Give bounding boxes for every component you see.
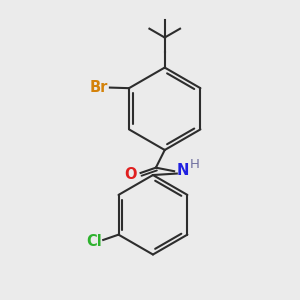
Text: Cl: Cl <box>86 234 102 249</box>
Text: N: N <box>177 164 190 178</box>
Text: O: O <box>124 167 137 182</box>
Text: H: H <box>190 158 199 171</box>
Text: Br: Br <box>90 80 108 95</box>
